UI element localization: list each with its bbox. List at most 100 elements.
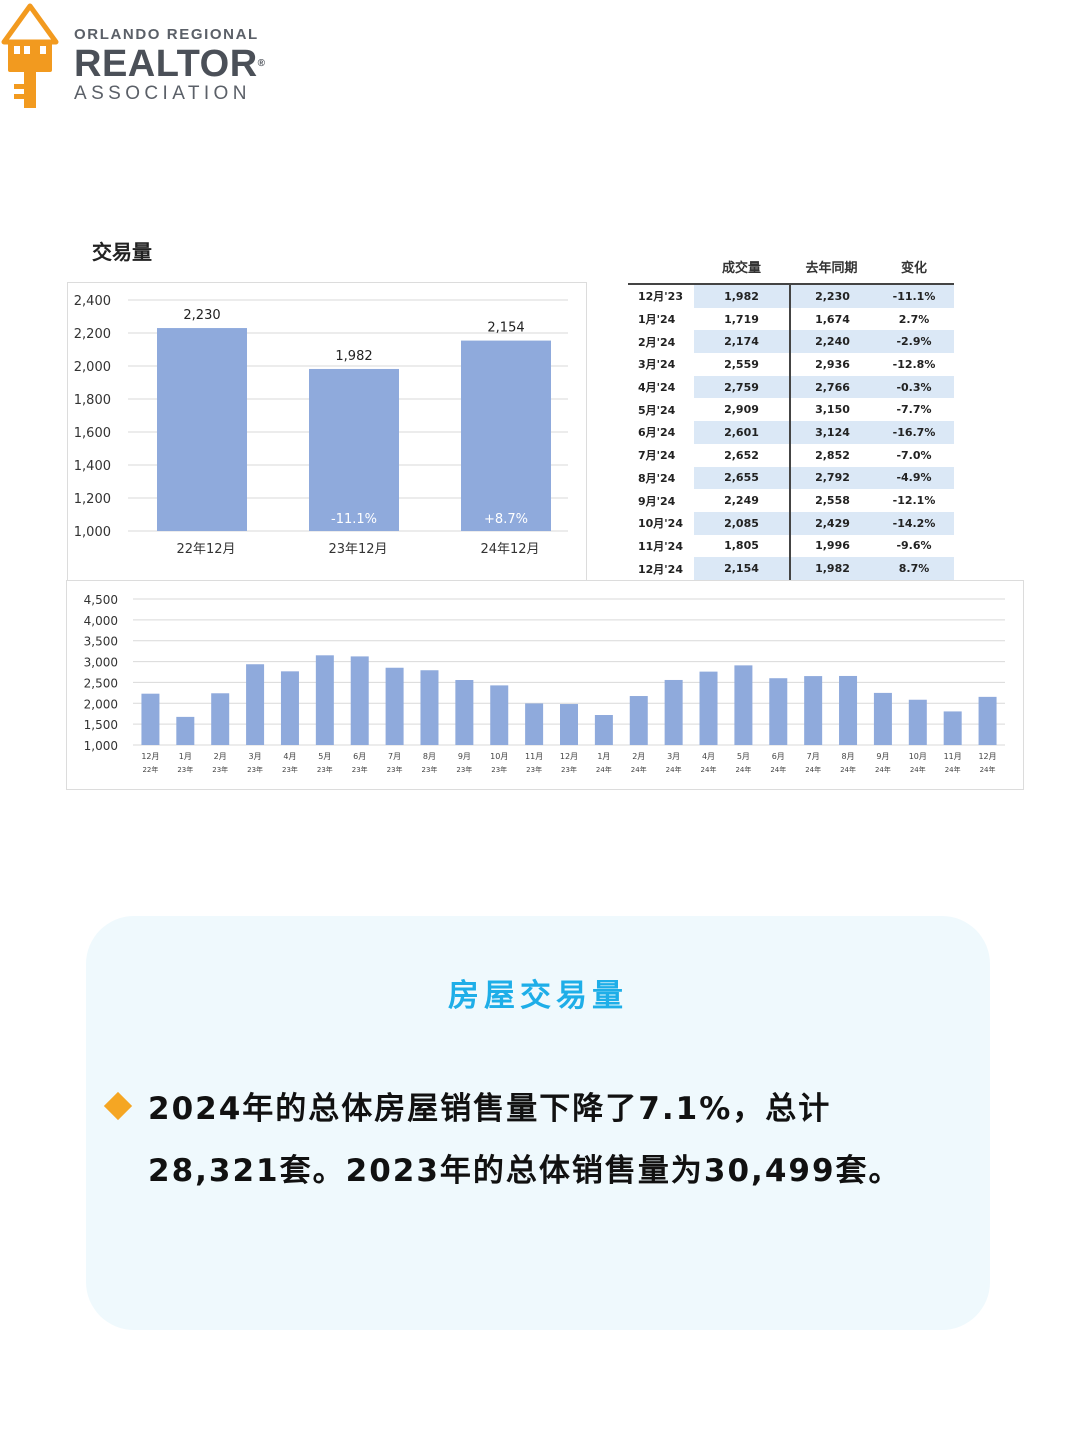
x-tick-label-month: 4月 [283,752,296,761]
x-tick-label-year: 24年 [980,765,996,774]
row-volume: 1,719 [724,312,759,326]
x-tick-label: 23年12月 [328,542,387,557]
row-volume: 2,601 [694,421,789,444]
x-tick-label-month: 6月 [353,752,366,761]
table-row: 3月'24 2,559 2,936 -12.8% [628,353,954,376]
y-tick-label: 1,500 [84,718,118,732]
y-tick-label: 2,400 [74,294,111,309]
logo-line-2: REALTOR® [74,43,266,85]
x-tick-label: 22年12月 [176,542,235,557]
bar [385,667,404,745]
x-tick-label-month: 9月 [458,752,471,761]
x-tick-label-year: 23年 [177,765,193,774]
header-prior: 去年同期 [805,261,858,276]
table-row: 4月'24 2,759 2,766 -0.3% [628,375,954,399]
row-prior: 2,766 [789,375,874,399]
row-change: 8.7% [874,557,954,580]
row-prior: 2,792 [789,466,874,490]
x-tick-label-year: 24年 [666,765,682,774]
row-month: 12月'24 [638,562,683,576]
row-prior: 3,150 [789,398,874,422]
bar [315,655,334,745]
x-tick-label-year: 23年 [387,765,403,774]
bar [594,715,613,745]
row-volume: 2,249 [724,494,759,508]
x-tick-label-year: 23年 [456,765,472,774]
data-label: 2,230 [183,308,220,323]
row-month: 12月'23 [638,290,683,304]
row-prior: 2,936 [789,353,874,376]
x-tick-label-year: 24年 [805,765,821,774]
table-row: 12月'24 2,154 1,982 8.7% [628,557,954,580]
x-tick-label-year: 24年 [735,765,751,774]
section-title: 交易量 [92,240,152,264]
x-tick-label-month: 4月 [702,752,715,761]
x-tick-label-year: 23年 [247,765,263,774]
x-tick-label-year: 24年 [875,765,891,774]
row-change: -2.9% [874,330,954,354]
row-month: 2月'24 [638,335,676,349]
row-month: 5月'24 [638,403,676,417]
y-tick-label: 2,000 [84,697,118,711]
table-row: 12月'23 1,982 2,230 -11.1% [628,285,954,308]
row-month: 10月'24 [638,517,683,531]
data-label: 2,154 [487,321,524,336]
y-tick-label: 2,500 [84,676,118,690]
x-tick-label-year: 23年 [526,765,542,774]
row-change: -0.3% [874,375,954,399]
x-tick-label-year: 23年 [282,765,298,774]
x-tick-label-month: 10月 [909,752,927,761]
table-row: 7月'24 2,652 2,852 -7.0% [628,443,954,467]
bar [769,678,788,745]
x-tick-label-month: 6月 [772,752,785,761]
row-volume: 2,085 [694,511,789,535]
x-tick-label-year: 23年 [422,765,438,774]
table-row: 1月'24 1,719 1,674 2.7% [628,307,954,331]
row-change: 2.7% [898,312,930,326]
x-tick-label-month: 9月 [876,752,889,761]
row-change: -9.6% [896,539,932,553]
table-row: 10月'24 2,085 2,429 -14.2% [628,511,954,535]
header-volume: 成交量 [721,261,761,276]
bar [525,703,544,745]
bar [461,340,551,531]
row-volume: 2,759 [694,375,789,399]
row-change: -7.0% [896,448,932,462]
y-tick-label: 2,200 [74,327,111,342]
row-change: -14.2% [874,511,954,535]
y-tick-label: 1,800 [74,393,111,408]
bar [560,704,578,745]
row-change: -7.7% [896,403,932,417]
summary-card: 房屋交易量 2024年的总体房屋销售量下降了7.1%，总计28,321套。202… [86,916,990,1330]
row-prior: 1,982 [789,557,874,580]
bar [490,685,509,745]
row-month: 9月'24 [638,494,676,508]
house-key-icon [1,3,59,108]
bar [176,716,195,745]
logo-line-3: ASSOCIATION [74,83,251,104]
december-comparison-chart: 1,000 1,200 1,400 1,600 1,800 2,000 2,200 2,400… [67,282,587,582]
row-change: -11.1% [874,285,954,308]
bar [873,692,892,745]
x-tick-label-year: 24年 [945,765,961,774]
row-volume: 2,909 [724,403,759,417]
table-row: 8月'24 2,655 2,792 -4.9% [628,466,954,490]
row-volume: 2,652 [724,448,759,462]
bar [280,671,299,745]
x-tick-label-year: 24年 [840,765,856,774]
x-tick-label-month: 3月 [249,752,262,761]
bar [804,676,823,745]
x-tick-label-month: 2月 [632,752,645,761]
y-tick-label: 1,000 [84,739,118,753]
x-tick-label: 24年12月 [480,542,539,557]
bar [211,693,230,745]
row-change: -12.8% [892,357,936,371]
monthly-volume-svg: 1,000 1,500 2,000 2,500 3,000 3,500 4,000 4,500… [84,593,1005,774]
change-label: +8.7% [484,512,528,527]
row-prior: 2,240 [789,330,874,354]
y-tick-label: 1,400 [74,459,111,474]
bar [141,693,160,745]
row-month: 7月'24 [638,449,676,463]
y-tick-label: 4,000 [84,614,118,628]
x-tick-label-month: 8月 [841,752,854,761]
